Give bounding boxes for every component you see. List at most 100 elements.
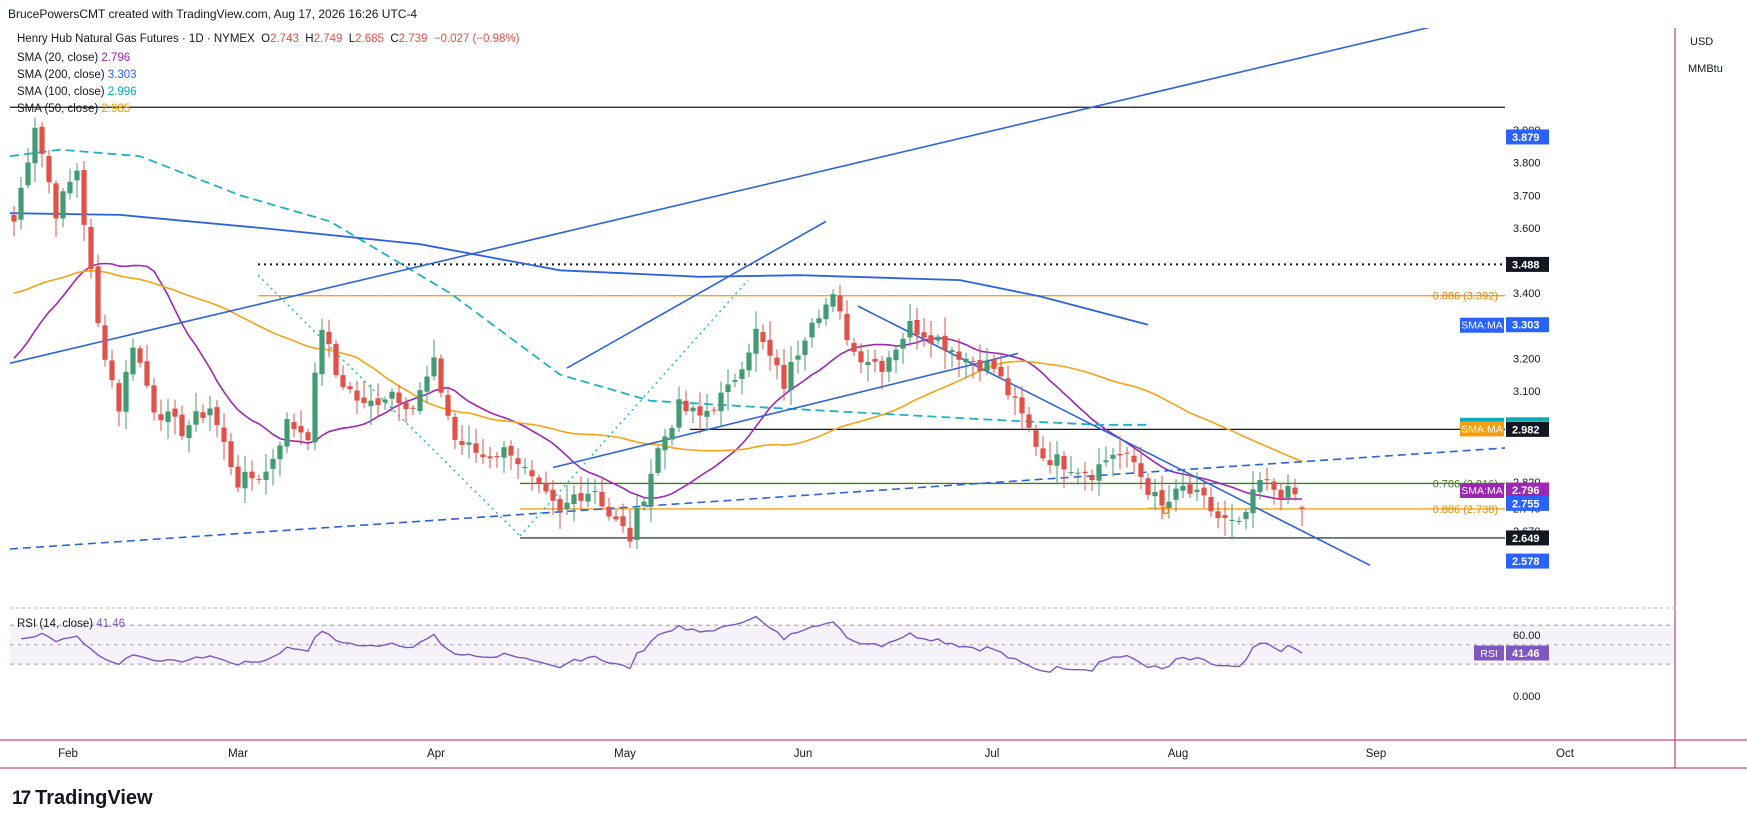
currency-label[interactable]: USD: [1690, 36, 1714, 48]
y-tick-label: 3.400: [1513, 288, 1541, 300]
candle-body: [599, 492, 605, 507]
candle-body: [662, 436, 668, 451]
y-tick-label: 3.800: [1513, 158, 1541, 170]
candle-body: [816, 318, 822, 324]
unit-label[interactable]: MMBtu: [1688, 63, 1723, 75]
candle-body: [1152, 491, 1158, 497]
candle-body: [1019, 397, 1025, 414]
rsi-value: 41.46: [96, 618, 126, 630]
candle-body: [1026, 414, 1032, 428]
price-badge: [1506, 482, 1549, 498]
candle-body: [851, 342, 857, 352]
price-badge: [1506, 553, 1549, 569]
candle-body: [858, 351, 864, 363]
candle-body: [172, 408, 178, 417]
indicator-row-sma20[interactable]: SMA (20, close) 2.796: [17, 50, 137, 67]
rsi-tag-box: [1474, 645, 1504, 661]
candles: [11, 117, 1305, 550]
candle-body: [151, 385, 157, 413]
candle-body: [158, 414, 164, 421]
sma-tag-text: SMA:MA: [1461, 423, 1502, 435]
change-value: −0.027 (−0.98%): [433, 33, 520, 45]
sma-tag-box: [1460, 421, 1504, 437]
rsi-legend[interactable]: RSI (14, close) 41.46: [17, 618, 125, 630]
candle-body: [886, 357, 892, 372]
symbol-name: Henry Hub Natural Gas Futures · 1D · NYM…: [17, 33, 255, 45]
indicator-row-sma200[interactable]: SMA (200, close) 3.303: [17, 67, 137, 84]
candle-body: [711, 409, 717, 411]
candle-body: [977, 360, 983, 372]
candle-body: [354, 390, 360, 401]
symbol-ohlc-legend[interactable]: Henry Hub Natural Gas Futures · 1D · NYM…: [17, 33, 519, 45]
candle-body: [963, 358, 969, 363]
high-value: 2.749: [313, 33, 343, 45]
candle-body: [1243, 511, 1249, 520]
candle-body: [242, 471, 248, 489]
x-tick-label: Aug: [1168, 748, 1188, 760]
candle-body: [1110, 454, 1116, 459]
candle-body: [795, 355, 801, 360]
candle-body: [67, 181, 73, 194]
sma-tag-text: SMA:MA: [1461, 320, 1502, 332]
candle-body: [753, 328, 759, 354]
candle-body: [32, 127, 38, 164]
candle-body: [683, 400, 689, 412]
candle-body: [718, 392, 724, 412]
candle-body: [1047, 460, 1053, 466]
candle-body: [305, 432, 311, 441]
candle-body: [1159, 490, 1165, 506]
price-badge-text: 2.796: [1512, 485, 1540, 497]
indicator-label: SMA (100, close): [17, 86, 105, 98]
candle-body: [1278, 489, 1284, 499]
price-axis: 3.9003.8003.7003.6003.4003.2003.1002.820…: [1460, 125, 1549, 569]
price-badge-text: 2.982: [1512, 424, 1540, 436]
candle-body: [74, 170, 80, 181]
indicator-row-sma100[interactable]: SMA (100, close) 2.996: [17, 84, 137, 101]
sma-200-line: [10, 212, 1149, 326]
candle-body: [921, 332, 927, 338]
candle-body: [1005, 378, 1011, 396]
candle-body: [991, 359, 997, 369]
candle-body: [109, 360, 115, 381]
price-badge-text: 2.578: [1512, 556, 1540, 568]
low-label: L: [348, 33, 356, 45]
x-tick-label: Apr: [427, 748, 445, 760]
candle-body: [984, 361, 990, 371]
candle-body: [424, 376, 430, 392]
candle-body: [1061, 456, 1067, 470]
candle-body: [340, 375, 346, 388]
fib-label: 0.886 (2.738): [1433, 504, 1498, 516]
candle-body: [144, 361, 150, 386]
candle-body: [900, 338, 906, 349]
candle-body: [46, 156, 52, 183]
candle-body: [179, 414, 185, 437]
dotted-guide-left: [257, 274, 521, 537]
indicator-legend[interactable]: SMA (20, close) 2.796 SMA (200, close) 3…: [17, 50, 137, 118]
sma-50-line: [13, 269, 1303, 463]
candle-body: [620, 516, 626, 527]
candle-body: [725, 384, 731, 393]
price-badge: [1506, 317, 1549, 333]
open-label: O: [261, 33, 271, 45]
candle-body: [137, 348, 143, 363]
candle-body: [655, 448, 661, 473]
candle-body: [207, 408, 213, 416]
candle-body: [221, 427, 227, 442]
candle-body: [466, 442, 472, 445]
candle-body: [564, 502, 570, 509]
candle-body: [319, 329, 325, 375]
candle-body: [613, 516, 619, 520]
close-label: C: [390, 33, 399, 45]
close-value: 2.739: [398, 33, 428, 45]
candle-body: [830, 294, 836, 307]
tradingview-logo[interactable]: 17 TradingView: [12, 787, 153, 810]
tradingview-logo-icon: 17: [12, 787, 31, 809]
candle-body: [1166, 501, 1172, 509]
price-badge: [1506, 421, 1549, 437]
indicator-row-sma50[interactable]: SMA (50, close) 2.985: [17, 101, 137, 118]
candle-body: [844, 313, 850, 341]
candle-body: [543, 483, 549, 492]
sma-20-line: [13, 262, 1302, 501]
candle-body: [235, 466, 241, 488]
